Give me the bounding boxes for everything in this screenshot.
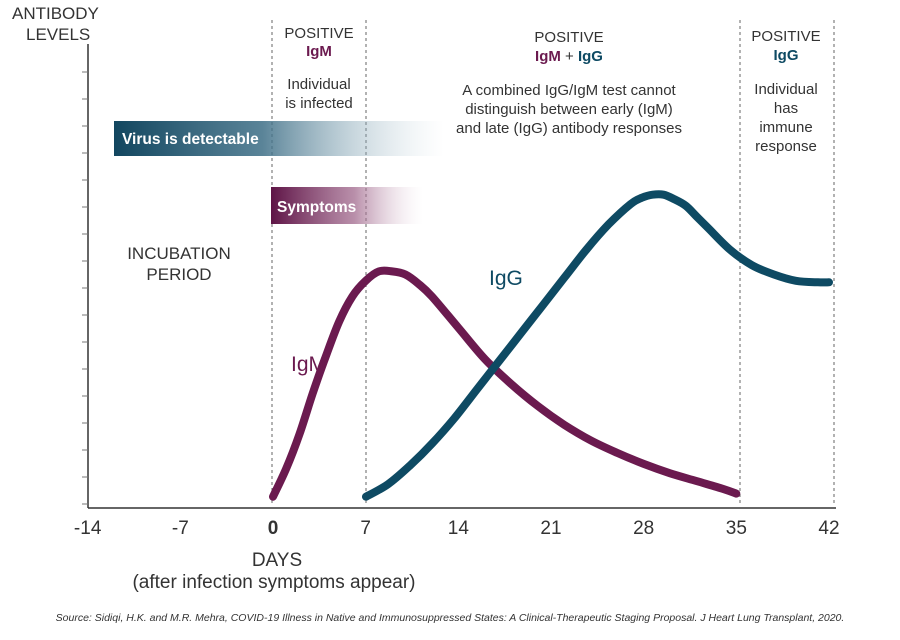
phase1-note-line1: Individual (287, 76, 350, 93)
x-tick-label: 0 (268, 518, 279, 539)
virus-detectable-bar (114, 121, 444, 156)
source-citation: Source: Sidiqi, H.K. and M.R. Mehra, COV… (55, 612, 845, 624)
phase3-note-line4: response (755, 138, 817, 155)
x-tick-label: -14 (74, 518, 102, 539)
phase2-label-igm: IgM (535, 48, 561, 65)
series-line-igm (269, 266, 741, 501)
igg-series-label: IgG (489, 267, 523, 290)
virus-detectable-label: Virus is detectable (122, 131, 259, 148)
x-axis-label-line1: DAYS (252, 550, 302, 571)
phase2-label-igg: IgG (578, 48, 603, 65)
phase2-label-plus: + (561, 48, 578, 65)
x-tick-label: 7 (360, 518, 371, 539)
phase1-label: IgM (306, 43, 332, 60)
x-tick-label: 14 (448, 518, 470, 539)
phase3-heading: POSITIVE (751, 28, 820, 45)
phase2-heading: POSITIVE (534, 29, 603, 46)
phase2-note-line3: and late (IgG) antibody responses (456, 120, 682, 137)
phase2-label: IgM + IgG (535, 48, 603, 65)
incubation-line1: INCUBATION (127, 244, 231, 263)
x-tick-label: -7 (172, 518, 189, 539)
x-tick-label: 35 (726, 518, 747, 539)
phase3-label: IgG (774, 47, 799, 64)
series-line-igg (362, 190, 833, 501)
x-tick-label: 42 (818, 518, 839, 539)
igm-series-label: IgM (291, 353, 326, 376)
phase-lines (271, 20, 835, 506)
phase1-heading: POSITIVE (284, 25, 353, 42)
x-axis-label-line2: (after infection symptoms appear) (132, 572, 415, 593)
x-tick-label: 28 (633, 518, 654, 539)
phase2-note-line1: A combined IgG/IgM test cannot (462, 82, 676, 99)
phase3-note-line1: Individual (754, 81, 817, 98)
y-axis-ticks (82, 71, 88, 505)
phase2-note-line2: distinguish between early (IgM) (465, 101, 673, 118)
incubation-line2: PERIOD (146, 265, 211, 284)
y-axis-label-line2: LEVELS (26, 25, 90, 44)
x-tick-label: 21 (540, 518, 561, 539)
x-axis-ticks: -14 -7 0 7 14 21 28 35 42 (74, 518, 840, 539)
symptoms-label: Symptoms (277, 199, 356, 216)
y-axis-label-line1: ANTIBODY (12, 4, 99, 23)
phase3-note-line2: has (774, 100, 798, 117)
phase3-note-line3: immune (759, 119, 812, 136)
symptoms-bar (271, 187, 423, 224)
phase1-note-line2: is infected (285, 95, 353, 112)
